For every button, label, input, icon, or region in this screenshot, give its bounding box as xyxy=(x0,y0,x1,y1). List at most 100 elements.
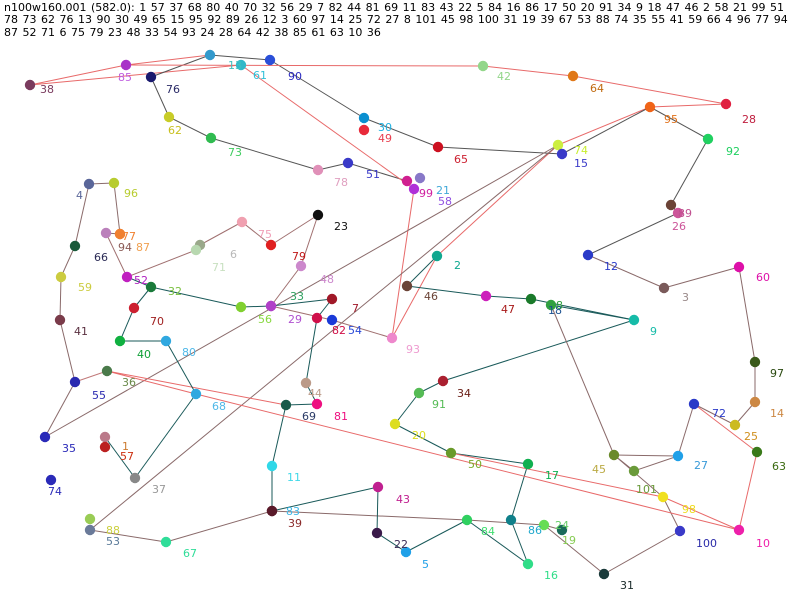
graph-node[interactable] xyxy=(265,300,277,312)
graph-node[interactable] xyxy=(145,71,157,83)
graph-node[interactable] xyxy=(311,312,323,324)
graph-node[interactable] xyxy=(552,139,564,151)
graph-node[interactable] xyxy=(477,60,489,72)
graph-node[interactable] xyxy=(657,491,669,503)
graph-node[interactable] xyxy=(644,101,656,113)
graph-node[interactable] xyxy=(326,314,338,326)
graph-node[interactable] xyxy=(100,227,112,239)
graph-node[interactable] xyxy=(371,527,383,539)
graph-node[interactable] xyxy=(54,314,66,326)
graph-node[interactable] xyxy=(413,387,425,399)
graph-node[interactable] xyxy=(121,271,133,283)
graph-node[interactable] xyxy=(280,399,292,411)
graph-node[interactable] xyxy=(567,70,579,82)
graph-node[interactable] xyxy=(372,481,384,493)
graph-node[interactable] xyxy=(437,375,449,387)
graph-node[interactable] xyxy=(266,460,278,472)
graph-node[interactable] xyxy=(400,546,412,558)
graph-node[interactable] xyxy=(358,112,370,124)
graph-node[interactable] xyxy=(84,513,96,525)
graph-node[interactable] xyxy=(120,59,132,71)
graph-node[interactable] xyxy=(480,290,492,302)
graph-node[interactable] xyxy=(312,164,324,176)
graph-node[interactable] xyxy=(84,524,96,536)
graph-node[interactable] xyxy=(145,281,157,293)
graph-node[interactable] xyxy=(69,376,81,388)
graph-node[interactable] xyxy=(190,244,202,256)
graph-node[interactable] xyxy=(522,558,534,570)
graph-node[interactable] xyxy=(312,209,324,221)
graph-node[interactable] xyxy=(408,183,420,195)
graph-node[interactable] xyxy=(99,441,111,453)
graph-node[interactable] xyxy=(266,505,278,517)
graph-node[interactable] xyxy=(582,249,594,261)
graph-node[interactable] xyxy=(264,54,276,66)
graph-node[interactable] xyxy=(83,178,95,190)
graph-node[interactable] xyxy=(414,172,426,184)
graph-node[interactable] xyxy=(538,519,550,531)
graph-node[interactable] xyxy=(128,302,140,314)
graph-node[interactable] xyxy=(342,157,354,169)
graph-node[interactable] xyxy=(265,239,277,251)
graph-node[interactable] xyxy=(525,293,537,305)
graph-node[interactable] xyxy=(389,418,401,430)
graph-node-label: 37 xyxy=(152,483,166,496)
graph-node[interactable] xyxy=(114,335,126,347)
graph-node[interactable] xyxy=(326,293,338,305)
graph-node[interactable] xyxy=(556,524,568,536)
graph-node[interactable] xyxy=(608,449,620,461)
graph-node[interactable] xyxy=(295,260,307,272)
graph-node[interactable] xyxy=(432,141,444,153)
graph-node[interactable] xyxy=(401,280,413,292)
graph-node[interactable] xyxy=(205,132,217,144)
graph-node[interactable] xyxy=(235,301,247,313)
graph-node[interactable] xyxy=(733,261,745,273)
graph-node[interactable] xyxy=(190,388,202,400)
graph-node[interactable] xyxy=(688,398,700,410)
graph-node[interactable] xyxy=(129,472,141,484)
graph-node[interactable] xyxy=(235,59,247,71)
graph-node[interactable] xyxy=(658,282,670,294)
graph-node[interactable] xyxy=(720,98,732,110)
graph-node[interactable] xyxy=(160,536,172,548)
graph-node[interactable] xyxy=(729,419,741,431)
graph-node[interactable] xyxy=(505,514,517,526)
graph-node[interactable] xyxy=(628,314,640,326)
graph-node[interactable] xyxy=(733,524,745,536)
graph-node[interactable] xyxy=(108,177,120,189)
graph-node[interactable] xyxy=(628,465,640,477)
graph-node[interactable] xyxy=(545,299,557,311)
graph-node[interactable] xyxy=(45,474,57,486)
graph-node[interactable] xyxy=(204,49,216,61)
graph-node[interactable] xyxy=(674,525,686,537)
graph-node[interactable] xyxy=(114,228,126,240)
graph-node[interactable] xyxy=(99,431,111,443)
graph-node[interactable] xyxy=(358,124,370,136)
graph-node[interactable] xyxy=(431,250,443,262)
graph-node[interactable] xyxy=(160,335,172,347)
graph-node[interactable] xyxy=(55,271,67,283)
graph-node[interactable] xyxy=(751,446,763,458)
graph-node[interactable] xyxy=(386,332,398,344)
graph-node[interactable] xyxy=(300,377,312,389)
graph-node[interactable] xyxy=(401,175,413,187)
graph-node[interactable] xyxy=(556,148,568,160)
graph-node[interactable] xyxy=(101,365,113,377)
graph-node[interactable] xyxy=(665,199,677,211)
graph-node[interactable] xyxy=(24,79,36,91)
graph-node[interactable] xyxy=(461,514,473,526)
graph-node[interactable] xyxy=(69,240,81,252)
graph-node[interactable] xyxy=(445,447,457,459)
graph-node[interactable] xyxy=(236,216,248,228)
graph-node[interactable] xyxy=(598,568,610,580)
graph-node[interactable] xyxy=(672,450,684,462)
graph-node[interactable] xyxy=(749,356,761,368)
graph-node[interactable] xyxy=(749,396,761,408)
graph-node[interactable] xyxy=(163,111,175,123)
graph-node[interactable] xyxy=(522,458,534,470)
graph-node[interactable] xyxy=(39,431,51,443)
graph-node[interactable] xyxy=(672,207,684,219)
graph-node[interactable] xyxy=(311,398,323,410)
graph-node[interactable] xyxy=(702,133,714,145)
